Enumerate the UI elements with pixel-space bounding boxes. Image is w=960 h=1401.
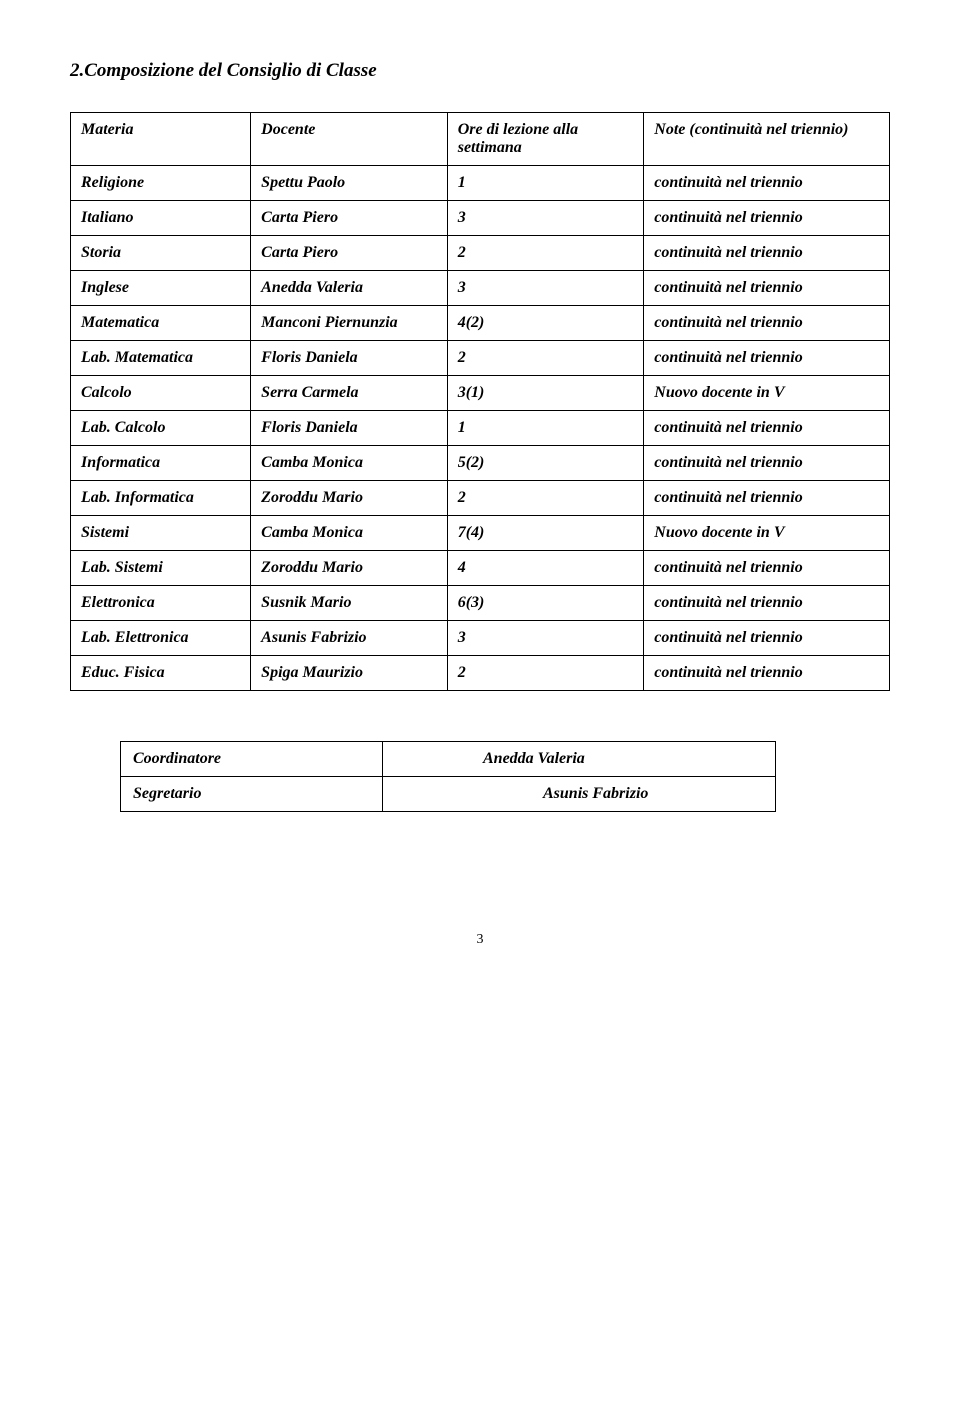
cell-ore: 3 — [447, 201, 644, 236]
page-number: 3 — [70, 932, 890, 948]
cell-docente: Susnik Mario — [251, 586, 448, 621]
header-materia: Materia — [71, 113, 251, 166]
cell-ore: 7(4) — [447, 516, 644, 551]
cell-materia: Educ. Fisica — [71, 656, 251, 691]
cell-docente: Camba Monica — [251, 516, 448, 551]
table-row: CalcoloSerra Carmela3(1)Nuovo docente in… — [71, 376, 890, 411]
cell-ore: 3 — [447, 621, 644, 656]
cell-ore: 2 — [447, 236, 644, 271]
cell-docente: Serra Carmela — [251, 376, 448, 411]
cell-note: continuità nel triennio — [644, 201, 890, 236]
cell-ore: 4 — [447, 551, 644, 586]
secretary-row: Segretario Asunis Fabrizio — [121, 777, 776, 812]
cell-note: Nuovo docente in V — [644, 516, 890, 551]
cell-materia: Storia — [71, 236, 251, 271]
table-row: IngleseAnedda Valeria3continuità nel tri… — [71, 271, 890, 306]
cell-docente: Carta Piero — [251, 236, 448, 271]
coordinator-row: Coordinatore Anedda Valeria — [121, 742, 776, 777]
cell-ore: 2 — [447, 341, 644, 376]
coordinator-value: Anedda Valeria — [383, 742, 776, 777]
table-row: ElettronicaSusnik Mario6(3)continuità ne… — [71, 586, 890, 621]
cell-ore: 2 — [447, 656, 644, 691]
cell-materia: Lab. Calcolo — [71, 411, 251, 446]
cell-docente: Manconi Piernunzia — [251, 306, 448, 341]
cell-materia: Sistemi — [71, 516, 251, 551]
coordinator-table: Coordinatore Anedda Valeria Segretario A… — [120, 741, 776, 812]
table-row: Lab. InformaticaZoroddu Mario2 continuit… — [71, 481, 890, 516]
cell-materia: Religione — [71, 166, 251, 201]
cell-note: Nuovo docente in V — [644, 376, 890, 411]
coordinator-label: Coordinatore — [121, 742, 383, 777]
cell-ore: 3 — [447, 271, 644, 306]
table-row: ItalianoCarta Piero3continuità nel trien… — [71, 201, 890, 236]
cell-docente: Camba Monica — [251, 446, 448, 481]
cell-docente: Zoroddu Mario — [251, 481, 448, 516]
cell-ore: 5(2) — [447, 446, 644, 481]
table-row: StoriaCarta Piero2continuità nel trienni… — [71, 236, 890, 271]
cell-docente: Zoroddu Mario — [251, 551, 448, 586]
cell-note: continuità nel triennio — [644, 166, 890, 201]
cell-materia: Lab. Sistemi — [71, 551, 251, 586]
secretary-value: Asunis Fabrizio — [383, 777, 776, 812]
cell-ore: 2 — [447, 481, 644, 516]
cell-note: continuità nel triennio — [644, 446, 890, 481]
header-ore: Ore di lezione alla settimana — [447, 113, 644, 166]
table-header-row: Materia Docente Ore di lezione alla sett… — [71, 113, 890, 166]
cell-docente: Floris Daniela — [251, 341, 448, 376]
cell-docente: Floris Daniela — [251, 411, 448, 446]
cell-ore: 6(3) — [447, 586, 644, 621]
cell-materia: Italiano — [71, 201, 251, 236]
cell-note: continuità nel triennio — [644, 306, 890, 341]
cell-note: continuità nel triennio — [644, 341, 890, 376]
cell-materia: Elettronica — [71, 586, 251, 621]
cell-docente: Spiga Maurizio — [251, 656, 448, 691]
table-row: Lab. ElettronicaAsunis Fabrizio3continui… — [71, 621, 890, 656]
cell-ore: 1 — [447, 166, 644, 201]
cell-note: continuità nel triennio — [644, 656, 890, 691]
cell-note: continuità nel triennio — [644, 481, 890, 516]
cell-docente: Asunis Fabrizio — [251, 621, 448, 656]
class-council-table: Materia Docente Ore di lezione alla sett… — [70, 112, 890, 691]
cell-note: continuità nel triennio — [644, 621, 890, 656]
cell-materia: Lab. Informatica — [71, 481, 251, 516]
table-row: ReligioneSpettu Paolo1continuità nel tri… — [71, 166, 890, 201]
section-title: 2.Composizione del Consiglio di Classe — [70, 60, 890, 82]
cell-note: continuità nel triennio — [644, 586, 890, 621]
header-docente: Docente — [251, 113, 448, 166]
table-row: Lab. SistemiZoroddu Mario4 continuità ne… — [71, 551, 890, 586]
cell-docente: Spettu Paolo — [251, 166, 448, 201]
table-row: Educ. FisicaSpiga Maurizio2continuità ne… — [71, 656, 890, 691]
cell-materia: Lab. Matematica — [71, 341, 251, 376]
cell-materia: Inglese — [71, 271, 251, 306]
header-note: Note (continuità nel triennio) — [644, 113, 890, 166]
table-row: SistemiCamba Monica7(4)Nuovo docente in … — [71, 516, 890, 551]
table-row: Lab. CalcoloFloris Daniela1continuità ne… — [71, 411, 890, 446]
cell-ore: 4(2) — [447, 306, 644, 341]
cell-docente: Carta Piero — [251, 201, 448, 236]
cell-materia: Lab. Elettronica — [71, 621, 251, 656]
cell-note: continuità nel triennio — [644, 271, 890, 306]
cell-materia: Matematica — [71, 306, 251, 341]
table-row: Lab. MatematicaFloris Daniela2continuità… — [71, 341, 890, 376]
cell-note: continuità nel triennio — [644, 411, 890, 446]
secretary-label: Segretario — [121, 777, 383, 812]
cell-note: continuità nel triennio — [644, 551, 890, 586]
cell-ore: 1 — [447, 411, 644, 446]
table-row: InformaticaCamba Monica5(2)continuità ne… — [71, 446, 890, 481]
cell-docente: Anedda Valeria — [251, 271, 448, 306]
cell-materia: Calcolo — [71, 376, 251, 411]
cell-materia: Informatica — [71, 446, 251, 481]
table-body: ReligioneSpettu Paolo1continuità nel tri… — [71, 166, 890, 691]
cell-ore: 3(1) — [447, 376, 644, 411]
table-row: MatematicaManconi Piernunzia4(2)continui… — [71, 306, 890, 341]
cell-note: continuità nel triennio — [644, 236, 890, 271]
